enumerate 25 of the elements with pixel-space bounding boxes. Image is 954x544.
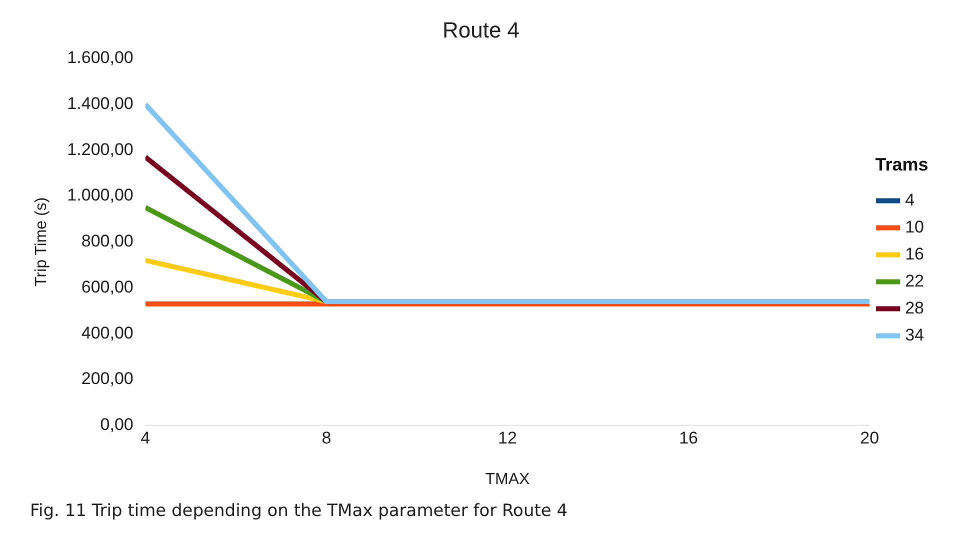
y-tick-label: 800,00 (81, 232, 134, 251)
y-tick-label: 200,00 (81, 369, 134, 388)
y-tick-label: 1.200,00 (67, 140, 134, 159)
x-tick-label: 16 (679, 428, 698, 448)
legend-label: 16 (905, 244, 924, 264)
x-tick-label: 20 (860, 428, 880, 448)
y-tick-label: 0,00 (100, 415, 134, 434)
x-tick-label: 12 (498, 428, 517, 448)
legend-label: 22 (905, 271, 924, 290)
y-tick-label: 600,00 (81, 277, 134, 296)
caption: Fig. 11 Trip time depending on the TMax parameter for Route 4 (29, 500, 569, 521)
y-tick-label: 400,00 (81, 323, 134, 342)
y-axis-title: Trip Time (s) (33, 197, 50, 286)
legend-label: 10 (905, 217, 924, 236)
legend-label: 28 (905, 298, 924, 318)
legend-label: 34 (905, 325, 924, 344)
x-tick-label: 8 (322, 428, 332, 448)
legend-label: 4 (905, 190, 915, 210)
legend-title: Trams (875, 154, 928, 175)
x-axis-title: TMAX (485, 470, 530, 488)
y-tick-label: 1.000,00 (67, 186, 134, 205)
chart-title: Route 4 (442, 17, 520, 42)
x-tick-label: 4 (140, 428, 150, 448)
y-tick-label: 1.400,00 (67, 94, 134, 113)
y-tick-label: 1.600,00 (67, 48, 134, 68)
